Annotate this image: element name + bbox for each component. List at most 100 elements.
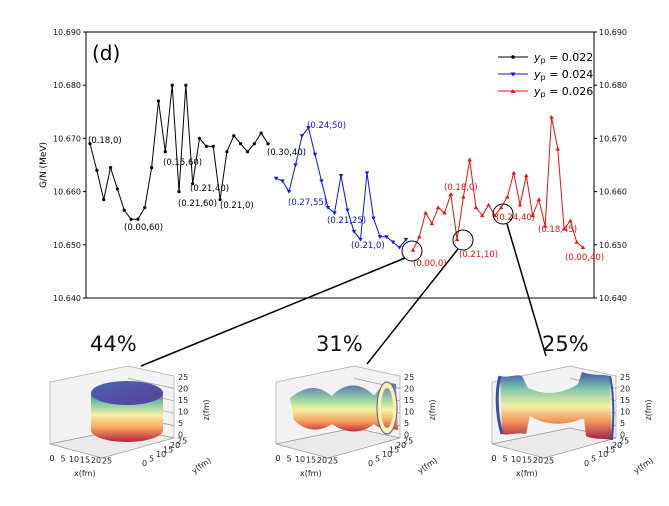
series-1-point-10 bbox=[338, 174, 344, 178]
inset-2-ztick-0: 25 bbox=[620, 373, 630, 382]
legend: yp = 0.022 yp = 0.024 yp = 0.026 bbox=[498, 51, 593, 99]
connectors bbox=[140, 203, 547, 367]
inset-1-zlabel: z(fm) bbox=[428, 399, 437, 420]
inset-2-xlabel: x(fm) bbox=[516, 469, 538, 478]
annotation-15: (0.00,0) bbox=[413, 259, 447, 269]
series-2-point-13 bbox=[492, 213, 498, 218]
series-0-point-22 bbox=[239, 142, 243, 146]
series-2-point-27 bbox=[580, 245, 586, 250]
inset-2-zlabel: z(fm) bbox=[644, 399, 653, 420]
inset-0-xlabel: x(fm) bbox=[74, 469, 96, 478]
series-2-point-16 bbox=[511, 170, 516, 175]
inset-0-ztick-5: 0 bbox=[178, 431, 183, 440]
inset-2-ytick-4: 20 bbox=[612, 441, 622, 450]
series-2-point-11 bbox=[480, 213, 485, 218]
series-0-point-7 bbox=[136, 217, 140, 221]
annotation-layer: (0.18,0) (0.15,60) (0.21,40) (0.30,40) (0.21… bbox=[88, 121, 604, 269]
series-0-point-15 bbox=[191, 182, 195, 186]
series-line-2 bbox=[412, 117, 584, 251]
annotation-16: (0.21,10) bbox=[459, 250, 498, 260]
ytick-label-left-4: 10.680 bbox=[53, 81, 81, 90]
series-0-point-12 bbox=[170, 83, 174, 87]
inset-0-xtick-0: 0 bbox=[49, 454, 54, 463]
annotation-8: (0.27,55) bbox=[288, 198, 327, 208]
inset-2-ytick-0: 0 bbox=[584, 459, 589, 468]
inset-1-ztick-5: 0 bbox=[404, 431, 409, 440]
series-0-point-4 bbox=[115, 187, 119, 191]
inset-0-xtick-1: 5 bbox=[60, 455, 65, 464]
inset-2-ylabel: y(fm) bbox=[632, 456, 655, 476]
inset-2-ztick-3: 10 bbox=[620, 408, 630, 417]
tube-shape bbox=[290, 381, 398, 435]
inset-2-ztick-1: 20 bbox=[620, 385, 630, 394]
inset-1-ytick-4: 20 bbox=[396, 441, 406, 450]
series-2-point-19 bbox=[530, 213, 535, 218]
ytick-label-right-2: 10.660 bbox=[599, 188, 627, 197]
inset-1-ytick-1: 5 bbox=[375, 455, 380, 464]
series-0-point-10 bbox=[156, 99, 161, 103]
legend-entry-0: yp = 0.022 bbox=[533, 51, 593, 65]
series-0-point-24 bbox=[252, 142, 256, 146]
series-1-point-11 bbox=[345, 208, 350, 213]
series-1-point-5 bbox=[306, 126, 311, 130]
series-2-point-8 bbox=[461, 194, 466, 199]
inset-1-xlabel: x(fm) bbox=[300, 469, 322, 478]
highlight-circle-1 bbox=[401, 240, 423, 262]
series-1-point-9 bbox=[332, 211, 337, 216]
series-2-point-15 bbox=[505, 194, 510, 199]
series-2-point-10 bbox=[473, 205, 479, 210]
series-1-point-16 bbox=[377, 235, 383, 240]
series-1-point-20 bbox=[403, 237, 409, 242]
series-2-point-12 bbox=[486, 202, 491, 207]
inset-2-ztick-4: 5 bbox=[620, 419, 625, 428]
annotation-5: (0.21,0) bbox=[220, 201, 254, 211]
inset-percent-2: 31% bbox=[316, 332, 363, 356]
series-1-point-3 bbox=[293, 163, 298, 168]
inset-0-ztick-1: 20 bbox=[178, 385, 188, 394]
connector-line-2 bbox=[366, 248, 459, 365]
inset-1-xtick-5: 25 bbox=[328, 457, 338, 466]
series-0-point-21 bbox=[232, 134, 236, 138]
ytick-label-left-0: 10.640 bbox=[53, 294, 81, 303]
series-1-point-13 bbox=[358, 237, 363, 242]
series-1-point-12 bbox=[351, 229, 357, 234]
inset-0-grid-1 bbox=[127, 378, 175, 389]
ytick-label-right-1: 10.650 bbox=[599, 241, 627, 250]
inset-0-ytick-5: 25 bbox=[177, 437, 187, 446]
panel-label: (d) bbox=[92, 41, 120, 65]
series-line-1 bbox=[275, 126, 407, 249]
inset-0-ylabel: y(fm) bbox=[190, 456, 213, 476]
y-axis-label: G/N (MeV) bbox=[39, 142, 49, 188]
series-0-point-14 bbox=[184, 83, 188, 87]
series-0-point-1 bbox=[95, 168, 99, 172]
series-0-point-6 bbox=[129, 217, 133, 221]
series-0-point-3 bbox=[108, 166, 113, 170]
inset-0-ztick-3: 10 bbox=[178, 408, 188, 417]
legend-marker-0 bbox=[511, 55, 515, 59]
inset-2-xtick-3: 15 bbox=[522, 456, 532, 465]
annotation-1: (0.15,60) bbox=[163, 158, 202, 168]
series-0-point-16 bbox=[197, 136, 202, 140]
series-2-point-18 bbox=[524, 173, 529, 178]
annotation-9: (0.21,25) bbox=[327, 216, 366, 226]
series-2-point-7 bbox=[454, 237, 460, 242]
inset-2-xtick-0: 0 bbox=[491, 454, 496, 463]
connector-line-3 bbox=[506, 223, 547, 357]
series-0-point-23 bbox=[245, 150, 250, 154]
inset-1-ztick-0: 25 bbox=[404, 373, 414, 382]
series-0-point-19 bbox=[218, 197, 222, 202]
series-0-point-17 bbox=[204, 144, 208, 148]
legend-marker-2 bbox=[510, 89, 516, 93]
inset-2-ztick-2: 15 bbox=[620, 396, 630, 405]
inset-percent-3: 25% bbox=[542, 332, 589, 356]
inset-0-ztick-0: 25 bbox=[178, 373, 188, 382]
annotation-13: (0.18,45) bbox=[538, 225, 577, 235]
series-0-point-0 bbox=[88, 142, 92, 146]
legend-marker-1 bbox=[510, 72, 516, 77]
ytick-label-left-5: 10.690 bbox=[53, 28, 81, 37]
series-0-point-18 bbox=[211, 144, 215, 148]
inset-1-ztick-4: 5 bbox=[404, 419, 409, 428]
series-layer bbox=[88, 83, 586, 252]
